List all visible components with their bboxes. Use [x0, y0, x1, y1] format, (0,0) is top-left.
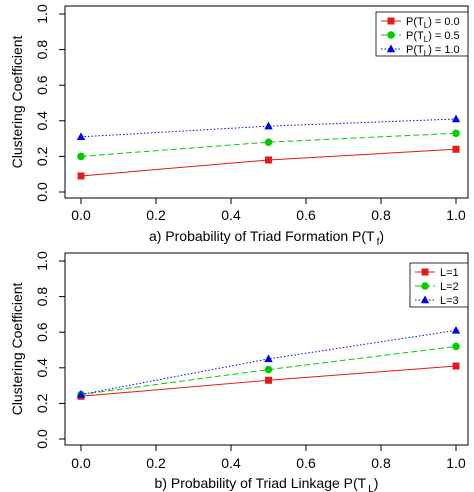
y-tick-label-b-0: 0.0 — [34, 429, 50, 449]
x-axis-label-end-b: ) — [374, 475, 379, 491]
data-point-a-1-1 — [264, 138, 273, 146]
legend-b: L=1 L=2 L=3 — [409, 262, 469, 308]
legend-label-text-a-1: P(T — [406, 30, 424, 42]
x-tick-label-a-3: 0.6 — [296, 207, 316, 223]
y-tick-label-b-1: 0.2 — [34, 393, 50, 413]
data-point-a-1-0 — [77, 152, 85, 161]
x-axis-label-sub-a: f — [377, 237, 380, 248]
series-line-b-2 — [80, 329, 457, 395]
legend-label-end-a-2: ) = 1.0 — [428, 44, 460, 56]
data-point-b-2-2 — [451, 325, 461, 334]
data-point-a-0-2 — [452, 145, 460, 153]
data-point-b-1-2 — [452, 342, 460, 351]
x-axis-label-a: a) Probability of Triad Formation P(T f) — [149, 228, 384, 248]
legend-label-sub-a-2: L — [424, 49, 429, 58]
legend-label-text-b-2: L=3 — [440, 295, 459, 307]
data-point-a-0-1 — [265, 156, 272, 164]
y-tick-label-a-2: 0.4 — [34, 111, 50, 131]
y-tick-label-b-2: 0.4 — [34, 358, 50, 378]
plot-frame-b — [64, 252, 469, 446]
data-point-b-2-0 — [76, 390, 86, 398]
x-tick-label-b-5: 1.0 — [446, 455, 466, 471]
legend-marker-b-2 — [420, 295, 430, 304]
data-point-b-0-1 — [265, 376, 272, 384]
y-tick-label-b-3: 0.6 — [34, 322, 50, 342]
legend-label-a-2: P(TL) = 1.0 — [406, 44, 460, 58]
x-axis-label-b: b) Probability of Triad Linkage P(T L) — [155, 475, 379, 492]
data-point-b-1-1 — [264, 365, 273, 374]
x-tick-label-b-2: 0.4 — [221, 455, 241, 471]
legend-label-b-0: L=1 — [440, 267, 459, 279]
chart-b: 0.0 0.2 0.4 0.6 0.8 1.0 0.0 0.2 0.4 0.6 0.8 1.0 Clus… — [9, 251, 469, 492]
legend-label-text-a-0: P(T — [406, 16, 424, 28]
legend-label-end-a-0: ) = 0.0 — [428, 16, 460, 28]
y-tick-label-a-5: 1.0 — [34, 4, 50, 24]
y-axis-label-a: Clustering Coefficient — [9, 35, 25, 168]
legend-marker-b-1 — [421, 282, 429, 290]
legend-label-text-b-1: L=2 — [440, 281, 459, 293]
legend-marker-a-0 — [387, 17, 395, 25]
data-point-a-0-0 — [77, 172, 85, 180]
y-tick-label-a-4: 0.8 — [34, 40, 50, 60]
y-tick-label-b-5: 1.0 — [34, 251, 50, 271]
legend-label-b-1: L=2 — [440, 281, 459, 293]
x-tick-label-a-1: 0.2 — [146, 207, 166, 223]
legend-label-text-a-2: P(T — [406, 44, 424, 56]
legend-label-a-0: P(TL) = 0.0 — [406, 16, 460, 30]
data-point-b-0-2 — [452, 362, 460, 370]
chart-a: 0.0 0.2 0.4 0.6 0.8 1.0 0.0 0.2 0.4 0.6 0.8 1.0 Clus… — [9, 4, 469, 248]
x-tick-label-b-1: 0.2 — [146, 455, 166, 471]
x-tick-label-b-3: 0.6 — [296, 455, 316, 471]
y-tick-label-a-1: 0.2 — [34, 146, 50, 166]
x-axis-label-text-b: b) Probability of Triad Linkage P(T — [155, 475, 367, 491]
legend-a: P(TL) = 0.0P(TL) = 0.5P(TL) = 1.0 — [375, 11, 469, 58]
x-tick-label-b-4: 0.8 — [371, 455, 391, 471]
x-tick-label-a-4: 0.8 — [371, 207, 391, 223]
legend-label-b-2: L=3 — [440, 295, 459, 307]
x-axis-label-sub-b: L — [368, 484, 374, 492]
legend-marker-b-0 — [421, 268, 429, 276]
plot-frame-a — [64, 5, 469, 199]
y-axis-label-b: Clustering Coefficient — [9, 282, 25, 415]
legend-label-end-a-1: ) = 0.5 — [428, 30, 460, 42]
legend-label-a-1: P(TL) = 0.5 — [406, 30, 460, 44]
x-axis-label-text-a: a) Probability of Triad Formation P(T — [149, 228, 375, 244]
series-line-a-2 — [80, 118, 457, 138]
legend-marker-a-1 — [387, 31, 395, 39]
y-tick-label-a-0: 0.0 — [34, 182, 50, 202]
x-tick-label-a-0: 0.0 — [71, 207, 91, 223]
data-point-b-2-1 — [264, 354, 273, 363]
y-tick-label-b-4: 0.8 — [34, 287, 50, 307]
x-tick-label-b-0: 0.0 — [71, 455, 91, 471]
legend-label-text-b-0: L=1 — [440, 267, 459, 279]
x-axis-label-end-a: ) — [379, 228, 384, 244]
data-point-a-1-2 — [452, 129, 460, 138]
data-point-a-2-1 — [264, 121, 273, 130]
x-tick-label-a-5: 1.0 — [446, 207, 466, 223]
data-point-a-2-0 — [76, 132, 86, 141]
y-tick-label-a-3: 0.6 — [34, 75, 50, 95]
legend-marker-a-2 — [386, 44, 396, 53]
legend-label-sub-a-1: L — [424, 35, 429, 44]
legend-label-sub-a-0: L — [424, 21, 429, 30]
data-point-a-2-2 — [451, 114, 461, 123]
x-tick-label-a-2: 0.4 — [221, 207, 241, 223]
